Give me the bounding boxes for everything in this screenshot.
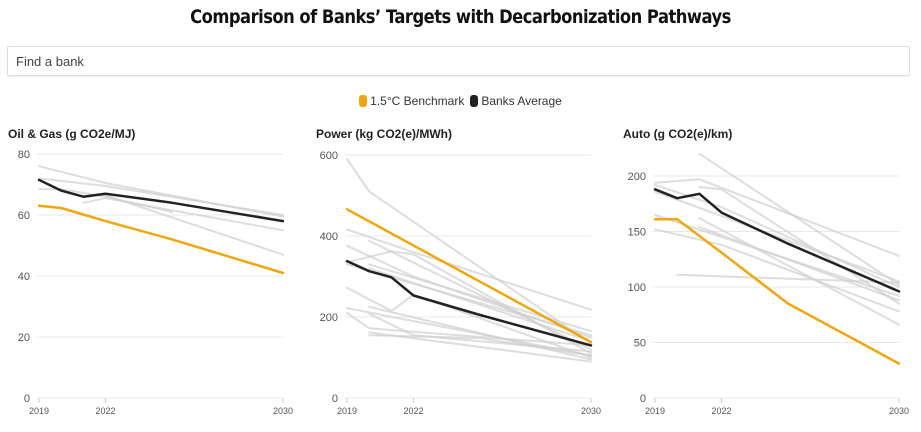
bank-line[interactable] xyxy=(82,197,284,232)
bank-line[interactable] xyxy=(368,334,592,357)
average-line xyxy=(653,188,901,293)
x-tick-label: 2030 xyxy=(889,406,909,416)
bank-line[interactable] xyxy=(698,217,900,326)
y-tick-label: 20 xyxy=(18,332,30,344)
y-tick-label: 0 xyxy=(24,393,30,405)
x-tick-label: 2030 xyxy=(273,406,293,416)
bank-line[interactable] xyxy=(368,267,592,343)
y-tick-label: 200 xyxy=(320,312,338,324)
y-tick-label: 600 xyxy=(320,150,338,162)
average-line xyxy=(37,178,285,223)
legend-item-benchmark: 1.5°C Benchmark xyxy=(359,94,464,108)
x-tick-label: 2030 xyxy=(581,406,601,416)
bank-line[interactable] xyxy=(368,331,592,363)
x-tick-label: 2022 xyxy=(404,406,424,416)
y-tick-label: 150 xyxy=(628,227,646,239)
bank-line[interactable] xyxy=(368,263,592,333)
legend-label-average: Banks Average xyxy=(481,94,562,108)
legend-label-benchmark: 1.5°C Benchmark xyxy=(370,94,465,108)
legend-item-average: Banks Average xyxy=(470,94,562,108)
chart-panel-1: Power (kg CO2(e)/MWh) 0 200 400 600 2019 2022 2… xyxy=(316,127,601,416)
benchmark-line xyxy=(37,204,285,275)
bank-line[interactable] xyxy=(698,226,900,302)
bank-line[interactable] xyxy=(346,228,592,311)
x-tick-label: 2019 xyxy=(645,406,665,416)
bank-line[interactable] xyxy=(368,305,592,361)
benchmark-line xyxy=(345,208,593,344)
chart-title: Oil & Gas (g CO2e/MJ) xyxy=(8,127,135,141)
y-tick-label: 50 xyxy=(634,338,646,350)
bank-line[interactable] xyxy=(698,152,900,286)
y-tick-label: 40 xyxy=(18,271,30,283)
x-tick-label: 2019 xyxy=(337,406,357,416)
x-tick-label: 2019 xyxy=(29,406,49,416)
chart-title: Power (kg CO2(e)/MWh) xyxy=(316,127,452,141)
chart-title: Auto (g CO2(e)/km) xyxy=(623,127,732,141)
y-tick-label: 100 xyxy=(628,282,646,294)
bank-line[interactable] xyxy=(346,158,592,345)
y-tick-label: 80 xyxy=(18,149,30,161)
bank-line[interactable] xyxy=(368,239,592,351)
search-input[interactable] xyxy=(7,46,910,76)
y-tick-label: 0 xyxy=(640,393,646,405)
chart-panel-0: Oil & Gas (g CO2e/MJ) 0 20 40 60 80 2019 2022 20… xyxy=(8,127,293,416)
y-tick-label: 200 xyxy=(628,171,646,183)
benchmark-line xyxy=(653,218,901,365)
bank-line[interactable] xyxy=(654,178,900,257)
bank-line[interactable] xyxy=(346,286,592,359)
bank-line[interactable] xyxy=(654,190,900,283)
x-tick-label: 2022 xyxy=(96,406,116,416)
bank-line[interactable] xyxy=(654,228,900,313)
x-tick-label: 2022 xyxy=(712,406,732,416)
benchmark-swatch-icon xyxy=(359,95,368,107)
average-swatch-icon xyxy=(470,95,479,107)
y-tick-label: 400 xyxy=(320,231,338,243)
average-line xyxy=(345,259,593,347)
chart-panel-2: Auto (g CO2(e)/km) 0 50 100 150 200 2019 2022 20… xyxy=(623,127,909,416)
page-title: Comparison of Banks’ Targets with Decarb… xyxy=(190,6,731,28)
bank-line[interactable] xyxy=(346,311,592,347)
legend: 1.5°C Benchmark Banks Average xyxy=(0,94,921,108)
bank-line[interactable] xyxy=(676,273,900,284)
bank-line[interactable] xyxy=(38,177,284,216)
bank-line[interactable] xyxy=(346,307,592,357)
y-tick-label: 0 xyxy=(332,393,338,405)
bank-line[interactable] xyxy=(104,194,284,256)
y-tick-label: 60 xyxy=(18,210,30,222)
